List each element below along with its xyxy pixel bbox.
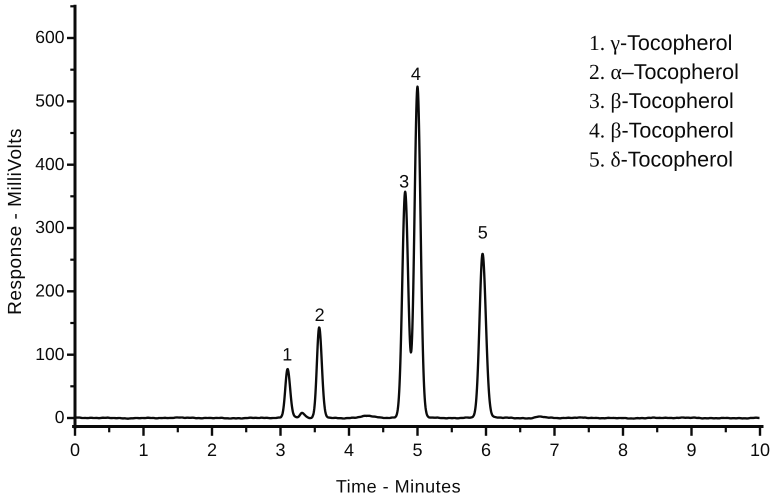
svg-text:10: 10 — [750, 440, 770, 460]
svg-text:8: 8 — [618, 440, 628, 460]
svg-text:100: 100 — [35, 344, 64, 364]
svg-text:5: 5 — [478, 223, 488, 243]
svg-text:500: 500 — [35, 91, 64, 111]
svg-text:0: 0 — [55, 407, 65, 427]
svg-text:2. α–Tocopherol: 2. α–Tocopherol — [589, 60, 739, 84]
svg-text:2: 2 — [207, 440, 217, 460]
svg-text:Time - Minutes: Time - Minutes — [336, 476, 461, 496]
svg-text:200: 200 — [35, 281, 64, 301]
svg-text:0: 0 — [70, 440, 80, 460]
svg-text:3. β-Tocopherol: 3. β-Tocopherol — [589, 89, 734, 113]
svg-text:4: 4 — [411, 64, 421, 84]
svg-text:400: 400 — [35, 154, 64, 174]
svg-text:6: 6 — [481, 440, 491, 460]
svg-text:2: 2 — [315, 305, 325, 325]
svg-text:5. δ-Tocopherol: 5. δ-Tocopherol — [589, 148, 733, 172]
svg-text:1: 1 — [282, 345, 292, 365]
svg-text:300: 300 — [35, 217, 64, 237]
svg-text:4: 4 — [344, 440, 354, 460]
svg-text:5: 5 — [412, 440, 422, 460]
svg-text:4. β-Tocopherol: 4. β-Tocopherol — [589, 118, 734, 142]
svg-text:1. γ-Tocopherol: 1. γ-Tocopherol — [589, 31, 732, 55]
svg-text:Response - MilliVolts: Response - MilliVolts — [5, 128, 26, 315]
svg-text:9: 9 — [686, 440, 696, 460]
svg-text:3: 3 — [275, 440, 285, 460]
svg-text:7: 7 — [549, 440, 559, 460]
svg-text:600: 600 — [35, 27, 64, 47]
svg-text:1: 1 — [138, 440, 148, 460]
svg-text:3: 3 — [399, 171, 409, 191]
